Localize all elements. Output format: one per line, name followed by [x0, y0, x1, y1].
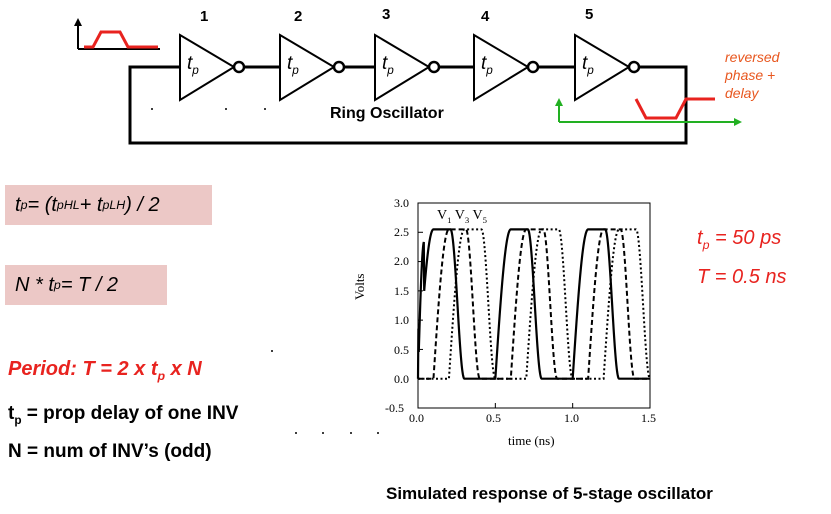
tp-value: tp = 50 ps [697, 227, 782, 252]
annotation-line-2: phase + [725, 67, 776, 83]
x-tick-label: 1.0 [564, 411, 579, 425]
x-tick-label: 0.0 [409, 411, 424, 425]
y-tick-label: 3.0 [394, 196, 409, 210]
y-tick-label: 0.5 [394, 343, 409, 357]
interconnect-wires [128, 65, 688, 145]
annotation-line-1: reversed [725, 49, 780, 65]
waveform-chart [416, 202, 651, 409]
y-tick-label: 1.5 [394, 284, 409, 298]
ring-oscillator-diagram [74, 18, 742, 145]
series-line-v5 [418, 228, 651, 380]
decorative-dots [151, 108, 266, 110]
reversed-phase-annotation: reversed phase + delay [725, 48, 779, 102]
stage-label-5: tp [582, 53, 594, 77]
tp-description: tp = prop delay of one INV [8, 403, 239, 427]
stage-number-5: 5 [585, 6, 594, 23]
plot-frame [417, 202, 651, 409]
stage-label-4: tp [481, 53, 493, 77]
y-tick-label: 0.0 [394, 372, 409, 386]
chart-caption: Simulated response of 5-stage oscillator [386, 484, 713, 503]
series-line-v1 [416, 228, 650, 380]
chart-legend: V1 V3 V5 [437, 208, 487, 225]
legend-v1: V1 [437, 208, 452, 225]
diagram-title: Ring Oscillator [330, 105, 444, 122]
stage-number-1: 1 [200, 8, 209, 25]
stage-label-1: tp [187, 53, 199, 77]
stage-number-4: 4 [481, 8, 490, 25]
stage-label-2: tp [287, 53, 299, 77]
y-bottom-label: -0.5 [385, 401, 404, 415]
n-description: N = num of INV’s (odd) [8, 441, 212, 462]
period-value: T = 0.5 ns [697, 266, 787, 288]
input-waveform [74, 18, 160, 50]
legend-v5: V5 [472, 208, 487, 225]
stage-label-3: tp [382, 53, 394, 77]
x-tick-label: 1.5 [641, 411, 656, 425]
period-formula: Period: T = 2 x tp x N [8, 358, 202, 383]
stage-number-2: 2 [294, 8, 303, 25]
x-axis-label: time (ns) [508, 433, 555, 448]
output-waveform [555, 97, 742, 126]
y-tick-label: 1.0 [394, 313, 409, 327]
legend-v3: V3 [454, 208, 470, 225]
annotation-line-3: delay [725, 85, 759, 101]
stage-number-3: 3 [382, 6, 391, 23]
y-tick-label: 2.0 [394, 254, 409, 268]
y-axis-label: Volts [352, 273, 367, 301]
y-tick-label: 2.5 [394, 225, 409, 239]
x-tick-label: 0.5 [486, 411, 501, 425]
series-line-v3 [418, 228, 650, 380]
